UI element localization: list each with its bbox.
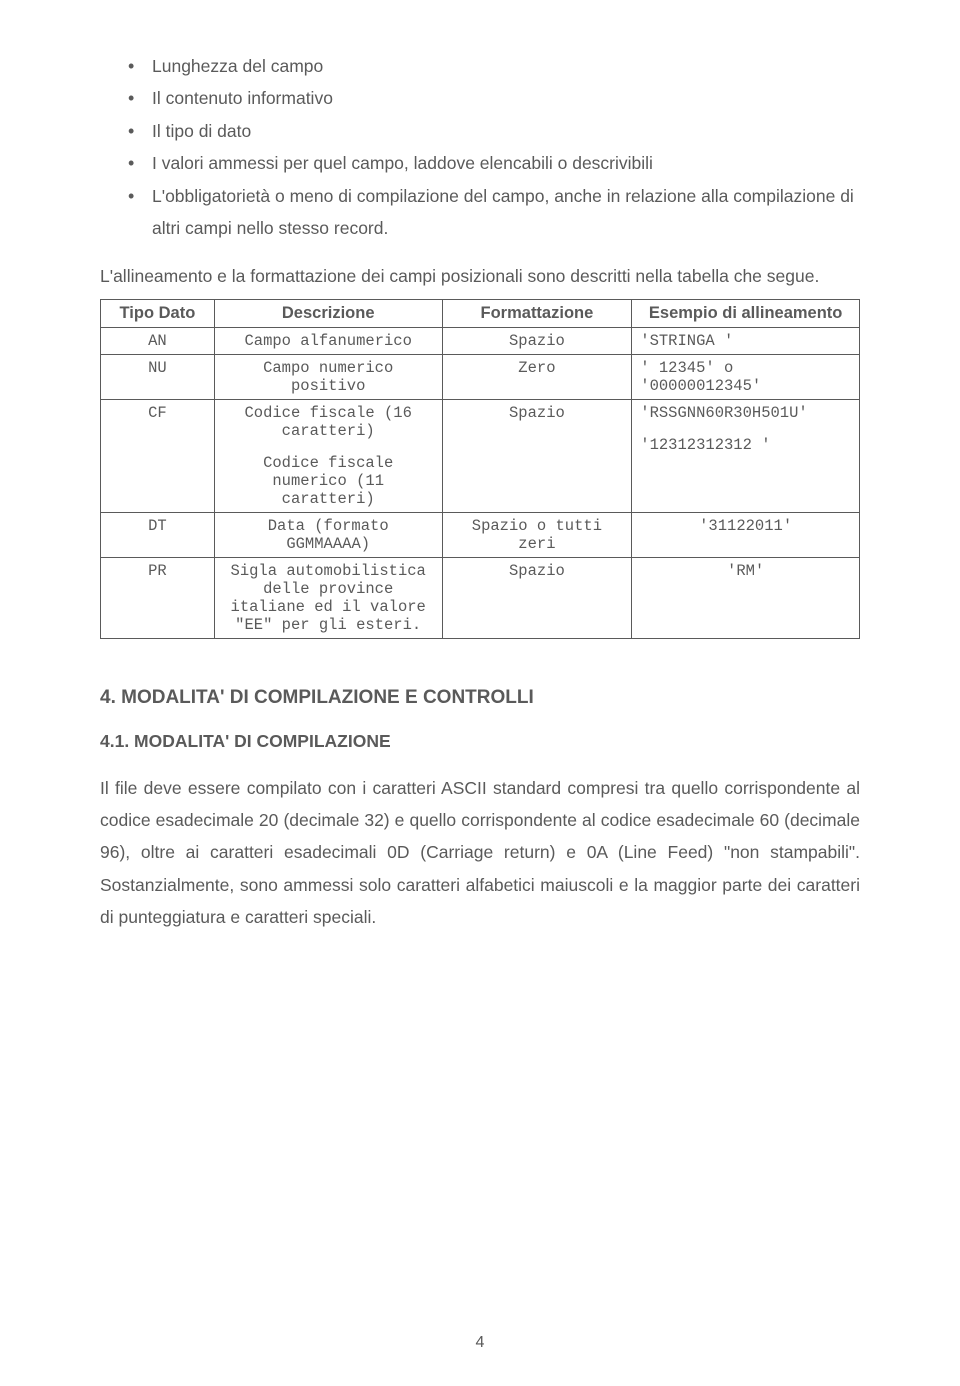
bullet-list: Lunghezza del campo Il contenuto informa… xyxy=(128,50,860,244)
section-4-heading: 4. MODALITA' DI COMPILAZIONE E CONTROLLI xyxy=(100,687,860,709)
table-row: PR Sigla automobilistica delle province … xyxy=(101,557,860,638)
cell: Codice fiscale (16 caratteri) Codice fis… xyxy=(214,399,442,512)
cell: NU xyxy=(101,354,215,399)
cell: '31122011' xyxy=(632,512,860,557)
table-header-row: Tipo Dato Descrizione Formattazione Esem… xyxy=(101,299,860,327)
cell: Campo numerico positivo xyxy=(214,354,442,399)
bullet-item: I valori ammessi per quel campo, laddove… xyxy=(128,147,860,179)
th-tipo-dato: Tipo Dato xyxy=(101,299,215,327)
cell: 'RM' xyxy=(632,557,860,638)
cell: 'STRINGA ' xyxy=(632,327,860,354)
section-4-1-heading: 4.1. MODALITA' DI COMPILAZIONE xyxy=(100,731,860,752)
bullet-item: Il tipo di dato xyxy=(128,115,860,147)
cell-line: '12312312312 ' xyxy=(640,436,851,454)
cell: Spazio o tutti zeri xyxy=(442,512,632,557)
data-type-table: Tipo Dato Descrizione Formattazione Esem… xyxy=(100,299,860,639)
cell-line: 'RSSGNN60R30H501U' xyxy=(640,404,851,422)
cell: Spazio xyxy=(442,399,632,512)
cell: Campo alfanumerico xyxy=(214,327,442,354)
th-formattazione: Formattazione xyxy=(442,299,632,327)
cell-line: Codice fiscale numerico (11 caratteri) xyxy=(223,454,434,508)
cell: ' 12345' o '00000012345' xyxy=(632,354,860,399)
cell-line: Codice fiscale (16 caratteri) xyxy=(223,404,434,440)
table-row: DT Data (formato GGMMAAAA) Spazio o tutt… xyxy=(101,512,860,557)
cell: DT xyxy=(101,512,215,557)
th-descrizione: Descrizione xyxy=(214,299,442,327)
bullet-item: Il contenuto informativo xyxy=(128,82,860,114)
cell: 'RSSGNN60R30H501U' '12312312312 ' xyxy=(632,399,860,512)
cell: Data (formato GGMMAAAA) xyxy=(214,512,442,557)
cell: CF xyxy=(101,399,215,512)
bullet-item: L'obbligatorietà o meno di compilazione … xyxy=(128,180,860,245)
cell: PR xyxy=(101,557,215,638)
th-esempio: Esempio di allineamento xyxy=(632,299,860,327)
bullet-item: Lunghezza del campo xyxy=(128,50,860,82)
cell: Spazio xyxy=(442,557,632,638)
cell: Spazio xyxy=(442,327,632,354)
table-row: NU Campo numerico positivo Zero ' 12345'… xyxy=(101,354,860,399)
paragraph-alignment-intro: L'allineamento e la formattazione dei ca… xyxy=(100,260,860,292)
table-row: AN Campo alfanumerico Spazio 'STRINGA ' xyxy=(101,327,860,354)
cell: Zero xyxy=(442,354,632,399)
paragraph-compilation: Il file deve essere compilato con i cara… xyxy=(100,772,860,934)
cell: AN xyxy=(101,327,215,354)
table-row: CF Codice fiscale (16 caratteri) Codice … xyxy=(101,399,860,512)
page-number: 4 xyxy=(0,1334,960,1352)
cell: Sigla automobilistica delle province ita… xyxy=(214,557,442,638)
